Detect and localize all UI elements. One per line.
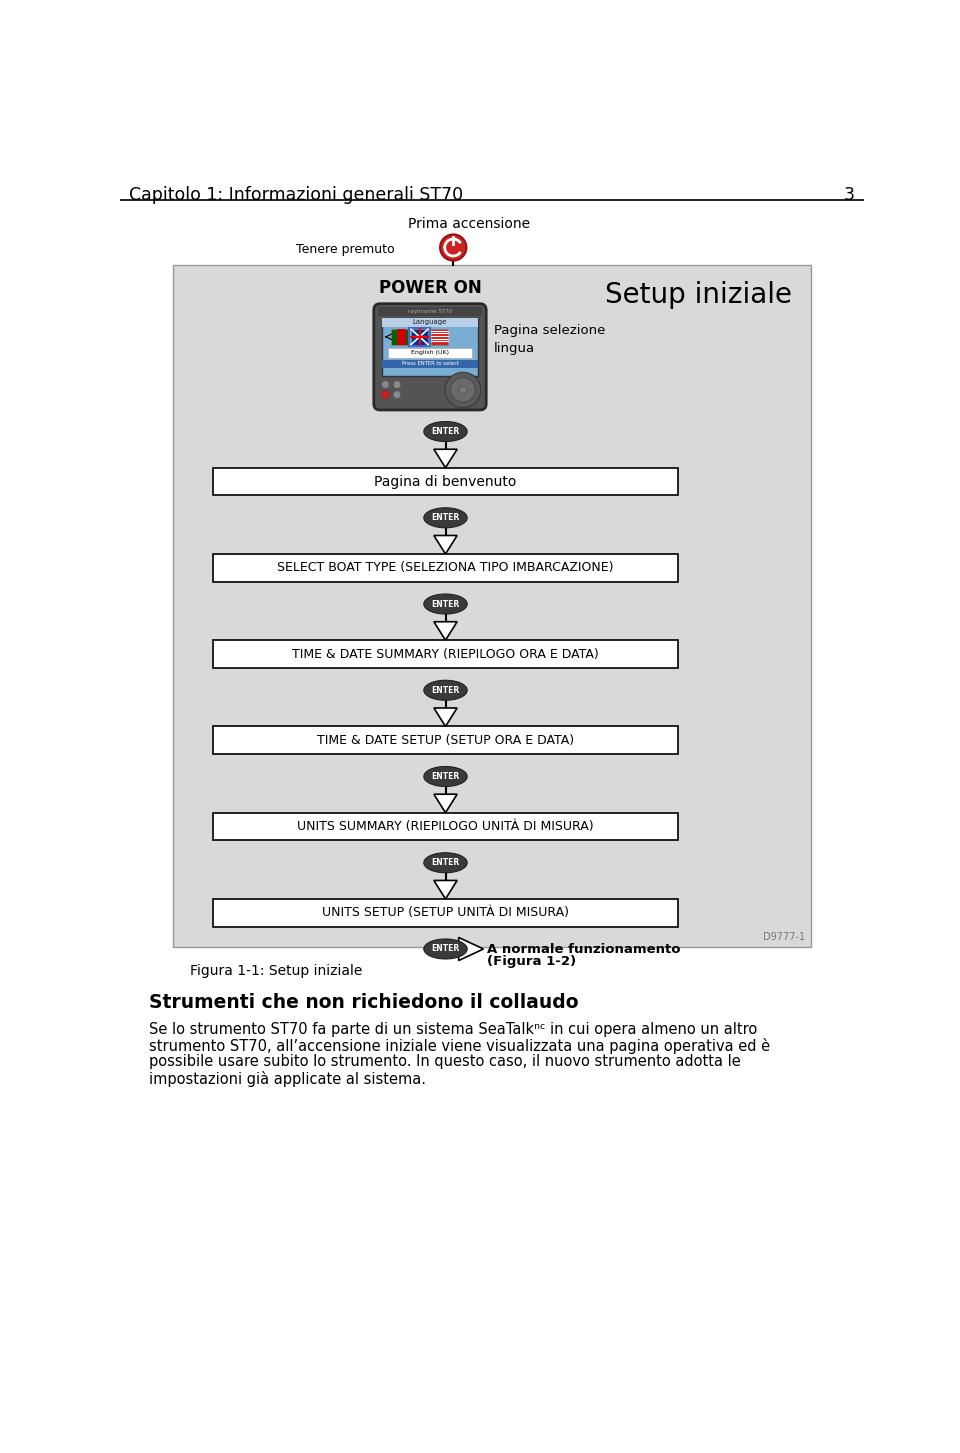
Text: A normale funzionamento: A normale funzionamento	[487, 943, 680, 956]
FancyBboxPatch shape	[411, 330, 428, 344]
Polygon shape	[459, 937, 484, 960]
Text: Press ENTER to select: Press ENTER to select	[401, 362, 459, 366]
FancyBboxPatch shape	[173, 266, 811, 947]
Ellipse shape	[423, 421, 468, 442]
Text: Setup iniziale: Setup iniziale	[605, 280, 792, 308]
Text: Strumenti che non richiedono il collaudo: Strumenti che non richiedono il collaudo	[150, 992, 579, 1011]
Text: Prima accensione: Prima accensione	[408, 216, 530, 231]
FancyBboxPatch shape	[213, 812, 678, 840]
Polygon shape	[434, 795, 457, 812]
Ellipse shape	[423, 767, 468, 786]
FancyBboxPatch shape	[213, 726, 678, 754]
Circle shape	[445, 372, 481, 408]
Text: Se lo strumento ST70 fa parte di un sistema SeaTalkⁿᶜ in cui opera almeno un alt: Se lo strumento ST70 fa parte di un sist…	[150, 1021, 757, 1037]
Text: Tenere premuto: Tenere premuto	[297, 243, 396, 256]
Text: ENTER: ENTER	[431, 427, 460, 436]
Text: ENTER: ENTER	[431, 686, 460, 695]
Text: SELECT BOAT TYPE (SELEZIONA TIPO IMBARCAZIONE): SELECT BOAT TYPE (SELEZIONA TIPO IMBARCA…	[277, 561, 613, 574]
Polygon shape	[434, 622, 457, 641]
Circle shape	[394, 381, 401, 388]
Ellipse shape	[423, 939, 468, 959]
FancyBboxPatch shape	[213, 468, 678, 495]
Text: ENTER: ENTER	[431, 859, 460, 867]
Text: (Figura 1-2): (Figura 1-2)	[487, 955, 576, 968]
Polygon shape	[434, 881, 457, 899]
FancyBboxPatch shape	[397, 330, 406, 344]
FancyBboxPatch shape	[381, 318, 478, 376]
Ellipse shape	[423, 853, 468, 873]
FancyBboxPatch shape	[213, 554, 678, 581]
Text: Language: Language	[413, 320, 447, 325]
FancyBboxPatch shape	[213, 641, 678, 668]
FancyBboxPatch shape	[373, 304, 486, 410]
FancyBboxPatch shape	[391, 330, 408, 344]
Text: UNITS SUMMARY (RIEPILOGO UNITÀ DI MISURA): UNITS SUMMARY (RIEPILOGO UNITÀ DI MISURA…	[298, 819, 594, 833]
Text: impostazioni già applicate al sistema.: impostazioni già applicate al sistema.	[150, 1071, 426, 1087]
Text: English (UK): English (UK)	[411, 350, 449, 355]
Polygon shape	[434, 536, 457, 554]
Circle shape	[381, 391, 390, 398]
Ellipse shape	[423, 680, 468, 700]
Text: ENTER: ENTER	[431, 944, 460, 953]
FancyBboxPatch shape	[381, 318, 478, 327]
FancyBboxPatch shape	[377, 307, 482, 317]
Ellipse shape	[423, 594, 468, 615]
Text: raymarine ST70: raymarine ST70	[408, 309, 452, 314]
Circle shape	[440, 234, 467, 260]
Text: Figura 1-1: Setup iniziale: Figura 1-1: Setup iniziale	[190, 963, 362, 978]
Circle shape	[381, 381, 390, 388]
Text: ENTER: ENTER	[431, 600, 460, 609]
FancyBboxPatch shape	[388, 347, 472, 357]
Circle shape	[394, 391, 401, 398]
Text: POWER ON: POWER ON	[378, 279, 481, 296]
Text: 3: 3	[844, 186, 854, 203]
Text: D9777-1: D9777-1	[763, 931, 805, 942]
FancyBboxPatch shape	[431, 330, 448, 344]
Text: Pagina selezione
lingua: Pagina selezione lingua	[494, 324, 606, 355]
Text: ENTER: ENTER	[431, 772, 460, 782]
Circle shape	[459, 386, 467, 394]
Text: ENTER: ENTER	[431, 513, 460, 522]
Text: possibile usare subito lo strumento. In questo caso, il nuovo strumento adotta l: possibile usare subito lo strumento. In …	[150, 1055, 741, 1069]
Text: UNITS SETUP (SETUP UNITÀ DI MISURA): UNITS SETUP (SETUP UNITÀ DI MISURA)	[322, 907, 569, 920]
Circle shape	[450, 378, 475, 402]
Text: TIME & DATE SUMMARY (RIEPILOGO ORA E DATA): TIME & DATE SUMMARY (RIEPILOGO ORA E DAT…	[292, 648, 599, 661]
Polygon shape	[434, 449, 457, 468]
Text: strumento ST70, all’accensione iniziale viene visualizzata una pagina operativa : strumento ST70, all’accensione iniziale …	[150, 1039, 771, 1055]
Text: Pagina di benvenuto: Pagina di benvenuto	[374, 475, 516, 488]
Polygon shape	[434, 708, 457, 726]
FancyBboxPatch shape	[381, 360, 478, 368]
Text: TIME & DATE SETUP (SETUP ORA E DATA): TIME & DATE SETUP (SETUP ORA E DATA)	[317, 734, 574, 747]
Text: Capitolo 1: Informazioni generali ST70: Capitolo 1: Informazioni generali ST70	[130, 186, 464, 203]
Ellipse shape	[423, 507, 468, 527]
FancyBboxPatch shape	[213, 899, 678, 927]
